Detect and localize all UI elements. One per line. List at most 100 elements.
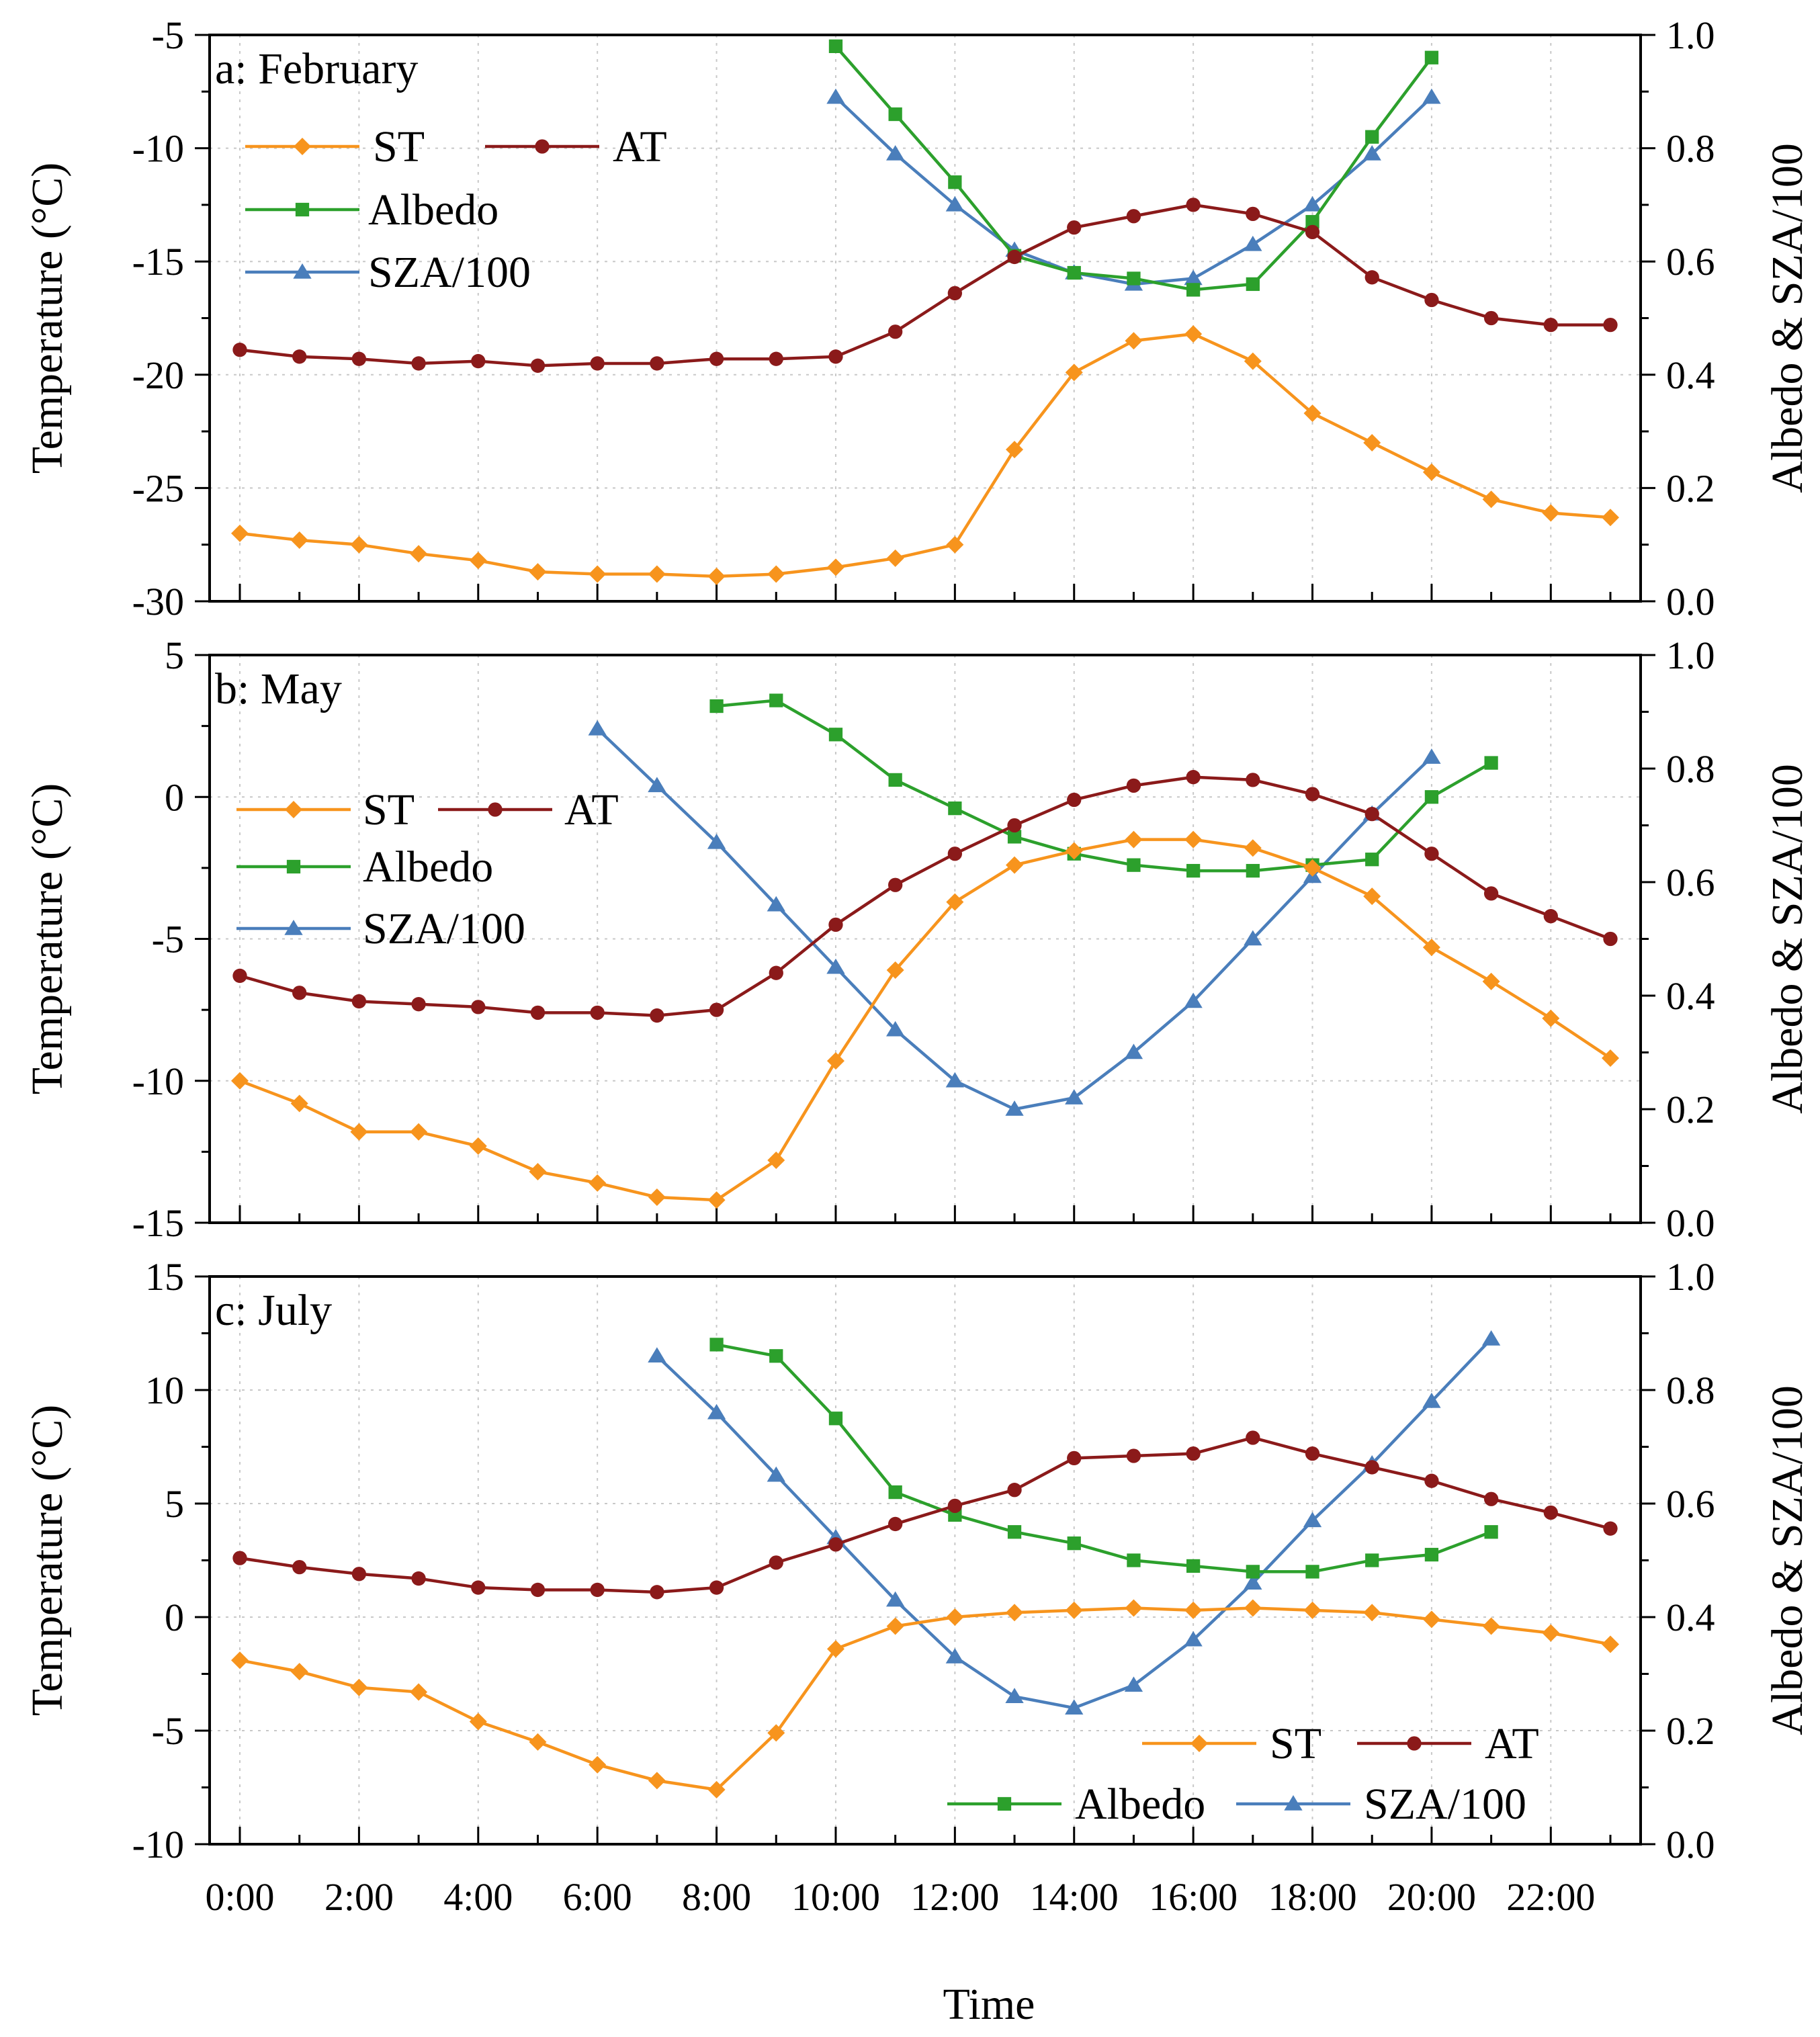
- legend-item-sza-100: SZA/100: [236, 904, 525, 953]
- legend-label: AT: [1485, 1719, 1539, 1768]
- data-point-at: [1126, 209, 1141, 224]
- legend-label: ST: [1270, 1719, 1321, 1768]
- data-point-at: [1186, 1446, 1201, 1461]
- data-point-st: [826, 1052, 844, 1070]
- x-tick-labels: 0:00 2:00 4:00 6:00 8:00 10:00 12:00 14:00 16:00…: [205, 1875, 1595, 1919]
- y-left-tick-label: 0: [165, 775, 184, 819]
- data-point-sza-100: [945, 1072, 964, 1088]
- legend-marker: [488, 802, 503, 817]
- y-left-tick-label: -5: [152, 1709, 184, 1753]
- data-point-at: [292, 986, 307, 1000]
- y-left-tick-label: -15: [132, 1201, 184, 1245]
- data-point-albedo: [1067, 265, 1081, 280]
- data-point-st: [1125, 332, 1143, 350]
- y-right-tick-label: 0.0: [1666, 580, 1715, 623]
- data-point-at: [1186, 198, 1201, 212]
- data-point-at: [1603, 931, 1618, 947]
- data-point-sza-100: [1244, 1574, 1262, 1590]
- legend-label: AT: [613, 122, 667, 171]
- y-right-axis-title: Albedo & SZA/100: [1763, 1385, 1812, 1735]
- data-point-at: [887, 324, 903, 339]
- data-point-at: [947, 1498, 963, 1514]
- data-point-albedo: [1246, 863, 1260, 878]
- panel-1: -5 -10 -15 -20 -25 -30 1.0 0.8 0.6 0.4 0.2 0.0 Tempe…: [23, 13, 1812, 623]
- y-left-tick-label: -5: [152, 13, 184, 57]
- data-point-st: [1363, 1604, 1381, 1622]
- series-line-at: [239, 203, 1610, 367]
- data-point-st: [886, 961, 904, 979]
- data-point-sza-100: [767, 1466, 785, 1482]
- data-point-st: [826, 558, 844, 576]
- data-point-sza-100: [1184, 269, 1203, 286]
- data-point-st: [1303, 1601, 1321, 1619]
- legend-marker: [294, 138, 311, 155]
- data-point-albedo: [1365, 130, 1379, 144]
- data-point-st: [767, 565, 785, 583]
- legend-marker: [293, 263, 312, 279]
- series-albedo: [709, 1338, 1498, 1579]
- legend-marker: [285, 801, 302, 818]
- data-point-st: [1125, 830, 1143, 849]
- data-point-st: [469, 552, 487, 570]
- data-point-albedo: [1246, 277, 1260, 292]
- panel-title: b: May: [215, 664, 342, 713]
- data-point-st: [1542, 1624, 1560, 1642]
- y-left-tick-label: -30: [132, 580, 184, 623]
- data-point-at: [1543, 1505, 1558, 1520]
- x-tick-label: 16:00: [1149, 1875, 1238, 1919]
- legend-label: SZA/100: [1364, 1780, 1526, 1829]
- data-point-at: [650, 1008, 664, 1023]
- y-left-tick-label: -10: [132, 127, 184, 171]
- series-line-at: [239, 775, 1611, 1017]
- y-right-tick-label: 0.6: [1666, 1482, 1715, 1526]
- legend: ST AT Albedo SZA/100: [947, 1719, 1539, 1829]
- data-point-albedo: [828, 1412, 843, 1426]
- data-point-st: [529, 1733, 547, 1751]
- data-point-at: [1364, 270, 1379, 285]
- legend-item-st: ST: [1142, 1719, 1321, 1768]
- panel-2: 5 0 -5 -10 -15 1.0 0.8 0.6 0.4 0.2 0.0 Temperature …: [23, 634, 1812, 1245]
- y-right-tick-label: 0.6: [1666, 240, 1715, 284]
- y-left-tick-label: 15: [145, 1255, 184, 1299]
- data-point-albedo: [1305, 1565, 1319, 1579]
- y-left-tick-label: -15: [132, 240, 184, 284]
- y-right-tick-label: 1.0: [1666, 1255, 1715, 1299]
- data-point-st: [767, 1724, 785, 1742]
- y-right-tick-label: 0.6: [1666, 861, 1715, 904]
- data-point-st: [1006, 441, 1024, 459]
- data-point-albedo: [1484, 756, 1498, 770]
- series-line-st: [239, 1606, 1611, 1792]
- data-point-st: [707, 1780, 726, 1798]
- data-point-at: [411, 1571, 426, 1586]
- data-point-st: [1363, 887, 1381, 906]
- legend-label: SZA/100: [363, 904, 525, 953]
- data-point-sza-100: [648, 1347, 666, 1363]
- y-left-tick-label: -5: [152, 918, 184, 961]
- y-left-axis-title: Temperature (°C): [23, 1405, 72, 1716]
- data-point-st: [231, 524, 249, 542]
- data-point-sza-100: [945, 1648, 964, 1663]
- data-point-at: [411, 356, 426, 371]
- data-point-at: [351, 994, 367, 1009]
- data-point-sza-100: [1422, 748, 1441, 764]
- data-point-st: [469, 1713, 487, 1731]
- series-line-sza-100: [656, 1338, 1493, 1710]
- data-point-albedo: [948, 801, 962, 816]
- data-point-sza-100: [1005, 1100, 1024, 1116]
- x-tick-label: 0:00: [205, 1875, 274, 1919]
- data-point-at: [650, 1585, 664, 1600]
- data-point-st: [350, 1678, 368, 1696]
- data-point-sza-100: [707, 1403, 726, 1420]
- data-point-st: [1065, 1601, 1083, 1619]
- data-point-at: [1126, 778, 1141, 793]
- data-point-st: [1125, 1599, 1143, 1617]
- y-left-tick-label: -25: [132, 466, 184, 510]
- data-point-st: [946, 893, 964, 911]
- y-left-tick-label: 0: [165, 1596, 184, 1639]
- data-point-st: [1602, 1049, 1619, 1067]
- data-point-at: [1364, 1460, 1379, 1475]
- data-point-at: [1603, 1521, 1618, 1536]
- data-point-at: [351, 351, 367, 366]
- data-point-at: [1246, 773, 1260, 787]
